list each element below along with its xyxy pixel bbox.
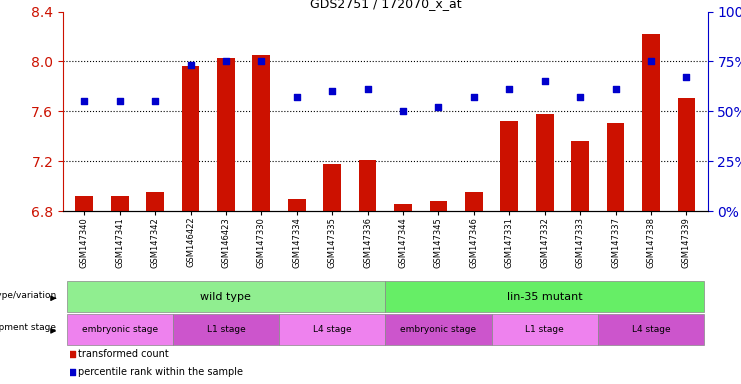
Bar [385,281,704,312]
Bar [217,58,235,211]
Text: L4 stage: L4 stage [313,325,351,334]
Bar [146,192,164,211]
Bar [67,281,385,312]
Point [256,58,268,65]
Point [149,98,161,104]
Bar [598,314,704,345]
Bar [182,66,199,211]
Bar [385,314,491,345]
Bar [642,34,659,211]
Bar [491,314,598,345]
Bar [323,164,341,211]
Point [539,78,551,84]
Bar [173,314,279,345]
Point [113,98,125,104]
Text: transformed count: transformed count [79,349,169,359]
Bar [607,122,625,211]
Text: embryonic stage: embryonic stage [400,325,476,334]
Text: wild type: wild type [201,291,251,302]
Point [185,62,196,68]
Text: embryonic stage: embryonic stage [82,325,158,334]
Bar [536,114,554,211]
Bar [571,141,589,211]
Text: L4 stage: L4 stage [631,325,671,334]
Bar [253,55,270,211]
Point [79,98,90,104]
Text: L1 stage: L1 stage [525,325,564,334]
Point [503,86,515,93]
Point [468,94,480,101]
Bar [677,98,695,211]
Point [433,104,445,111]
Point [240,124,252,130]
Bar [500,121,518,211]
Bar [67,314,173,345]
Bar [111,196,128,211]
Point [397,108,409,114]
Point [326,88,338,94]
Point [362,86,373,93]
Bar [279,314,385,345]
Bar [288,199,305,211]
Point [680,74,692,81]
Text: L1 stage: L1 stage [207,325,245,334]
Point [610,86,622,93]
Point [240,281,252,287]
Point [574,94,586,101]
Bar [465,192,482,211]
Bar [359,160,376,211]
Text: genotype/variation: genotype/variation [0,291,56,300]
Text: development stage: development stage [0,323,56,332]
Bar [394,204,412,211]
Bar [430,201,448,211]
Point [290,94,302,101]
Point [645,58,657,65]
Text: percentile rank within the sample: percentile rank within the sample [79,366,244,377]
Bar [76,196,93,211]
Text: lin-35 mutant: lin-35 mutant [507,291,582,302]
Point [220,58,232,65]
Title: GDS2751 / 172070_x_at: GDS2751 / 172070_x_at [310,0,461,10]
